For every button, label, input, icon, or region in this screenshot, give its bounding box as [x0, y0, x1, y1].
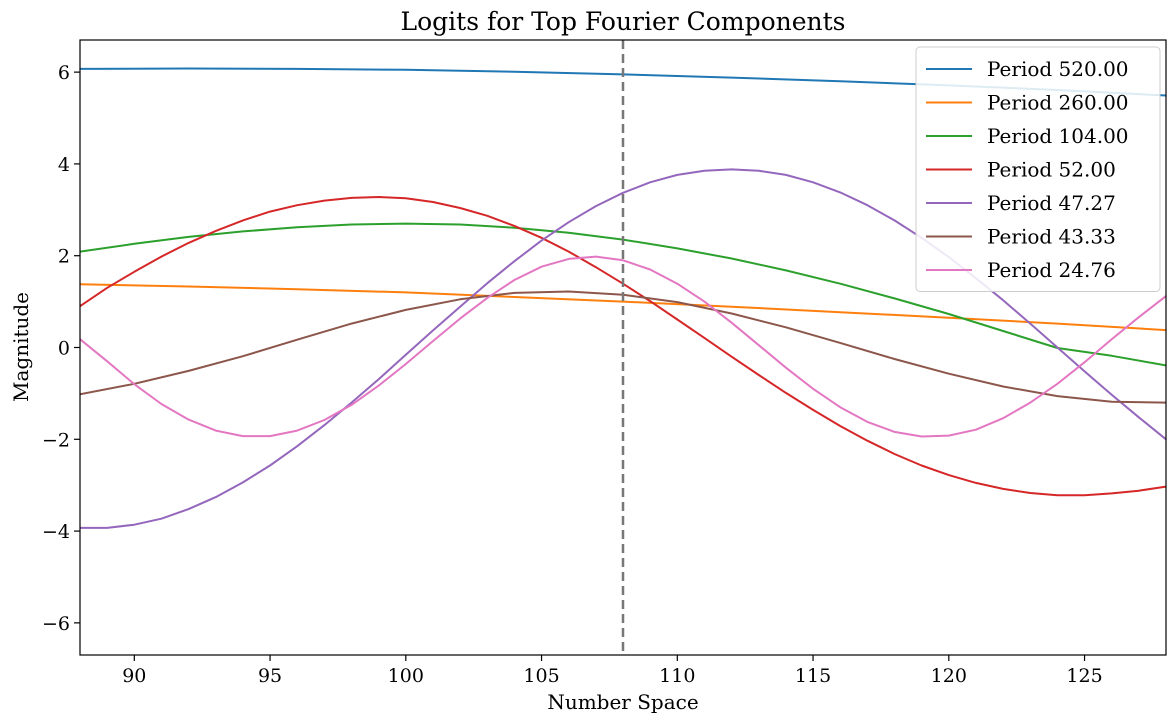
x-axis-label: Number Space [547, 690, 698, 714]
legend-label-5: Period 47.27 [987, 191, 1116, 215]
y-axis-label: Magnitude [9, 292, 33, 402]
y-tick-label: 0 [58, 338, 70, 360]
x-tick-label: 120 [931, 665, 967, 687]
legend-label-4: Period 52.00 [987, 158, 1116, 182]
y-tick-label: −4 [42, 521, 70, 543]
legend-label-2: Period 260.00 [987, 91, 1129, 115]
x-tick-label: 95 [258, 665, 282, 687]
series-line-7 [80, 255, 1166, 438]
axes-layer: 90 95 100 105 110 115 120 125 −6 −4 −2 0 2 4 6 [42, 39, 1167, 687]
x-tick-label: 100 [388, 665, 424, 687]
legend-label-7: Period 24.76 [987, 258, 1116, 282]
series-line-2 [80, 283, 1166, 332]
legend-box [915, 46, 1161, 292]
y-tick-label: 6 [58, 62, 70, 84]
x-tick-label: 110 [659, 665, 695, 687]
x-tick-label: 125 [1066, 665, 1102, 687]
legend-label-1: Period 520.00 [987, 57, 1129, 81]
x-tick-label: 115 [795, 665, 831, 687]
x-tick-label: 105 [523, 665, 559, 687]
y-tick-label: −2 [42, 429, 70, 451]
legend-label-3: Period 104.00 [987, 124, 1129, 148]
legend-label-6: Period 43.33 [987, 225, 1116, 249]
x-tick-label: 90 [122, 665, 146, 687]
chart-title: Logits for Top Fourier Components [401, 7, 846, 36]
y-tick-label: 2 [58, 246, 70, 268]
y-tick-label: 4 [58, 154, 70, 176]
legend: Period 520.00 Period 260.00 Period 104.00 P… [915, 46, 1161, 292]
y-tick-label: −6 [42, 613, 70, 635]
